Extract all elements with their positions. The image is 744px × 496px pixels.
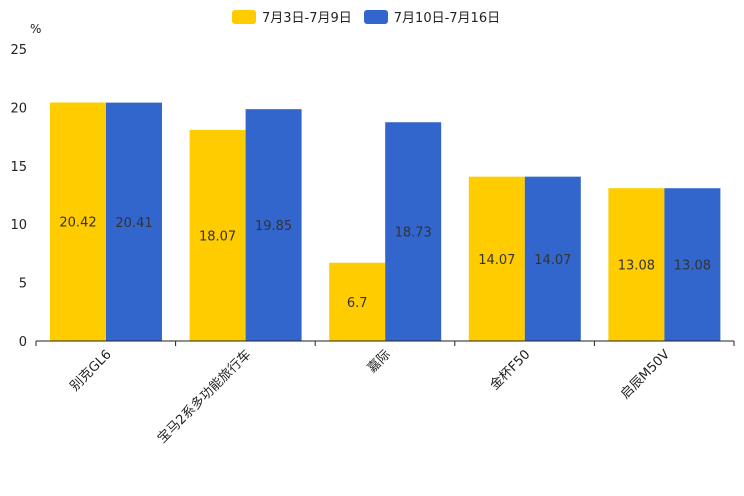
y-tick-label: 0 xyxy=(19,335,27,350)
legend-label-0: 7月3日-7月9日 xyxy=(262,11,352,26)
y-tick-label: 5 xyxy=(19,277,27,292)
bar xyxy=(664,188,721,341)
data-label: 13.08 xyxy=(674,259,711,274)
x-tick-label: 启辰M50V xyxy=(618,347,673,402)
bar xyxy=(608,188,665,341)
data-label: 18.73 xyxy=(395,226,432,241)
bar xyxy=(468,176,525,341)
data-label: 13.08 xyxy=(618,259,655,274)
bar xyxy=(245,109,302,341)
y-tick-label: 10 xyxy=(10,218,27,233)
data-label: 20.42 xyxy=(59,216,96,231)
x-tick-label: 宝马2系多功能旅行车 xyxy=(154,347,254,447)
y-tick-label: 25 xyxy=(10,43,27,58)
y-tick-label: 20 xyxy=(10,101,27,116)
legend-swatch-1 xyxy=(363,9,388,24)
data-label: 19.85 xyxy=(255,219,292,234)
bar xyxy=(50,102,106,341)
data-label: 6.7 xyxy=(347,296,368,311)
data-label: 14.07 xyxy=(478,253,515,268)
bar xyxy=(189,129,246,341)
legend-item-1[interactable]: 7月10日-7月16日 xyxy=(363,7,501,26)
x-tick-label: 别克GL6 xyxy=(68,347,115,394)
legend-label-1: 7月10日-7月16日 xyxy=(393,11,501,26)
bar xyxy=(106,102,162,341)
bar xyxy=(524,176,581,341)
y-axis-label: % xyxy=(30,22,41,36)
y-tick-label: 15 xyxy=(10,160,27,175)
legend: 7月3日-7月9日 7月10日-7月16日 xyxy=(232,7,500,26)
x-tick-label: 嘉际 xyxy=(365,347,394,376)
x-tick-label: 金杯F50 xyxy=(487,347,534,394)
data-label: 18.07 xyxy=(199,229,236,244)
data-label: 14.07 xyxy=(534,253,571,268)
legend-swatch-0 xyxy=(232,9,256,24)
data-label: 20.41 xyxy=(115,216,152,231)
bar xyxy=(385,122,442,341)
bar xyxy=(329,262,386,341)
legend-item-0[interactable]: 7月3日-7月9日 xyxy=(232,7,352,26)
